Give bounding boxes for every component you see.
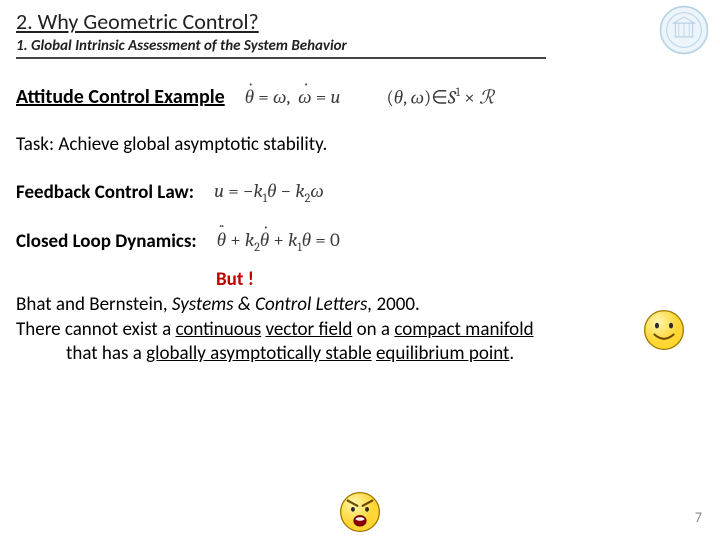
example-label: Attitude Control Example xyxy=(16,85,225,109)
closed-equation: θ + k2θ + k1θ = 0 xyxy=(217,229,340,254)
kinematics-equation: θ = ω, ω = u xyxy=(245,86,341,109)
task-text: Task: Achieve global asymptotic stabilit… xyxy=(16,133,327,156)
theorem-u: continuous xyxy=(175,318,261,341)
citation-journal: Systems & Control Letters, xyxy=(172,293,377,316)
example-row: Attitude Control Example θ = ω, ω = u (θ… xyxy=(16,85,704,109)
theorem-u: compact manifold xyxy=(394,318,533,341)
theorem-u: globally asymptotically stable xyxy=(146,342,372,365)
law-equation: u = −k1θ − k2ω xyxy=(214,180,324,205)
citation-year: 2000. xyxy=(377,293,420,316)
title-underline xyxy=(16,57,546,59)
slide-title: 2. Why Geometric Control? xyxy=(16,8,704,35)
page-number: 7 xyxy=(695,509,702,526)
theorem-part: on a xyxy=(352,318,394,341)
law-label: Feedback Control Law: xyxy=(16,181,194,204)
citation: Bhat and Bernstein, Systems & Control Le… xyxy=(16,293,704,316)
closed-row: Closed Loop Dynamics: θ + k2θ + k1θ = 0 xyxy=(16,229,704,254)
theorem-u: vector field xyxy=(265,318,352,341)
citation-authors: Bhat and Bernstein, xyxy=(16,293,172,316)
slide-subtitle: 1. Global Intrinsic Assessment of the Sy… xyxy=(16,37,704,55)
smiley-face-icon xyxy=(642,308,686,352)
angry-face-icon xyxy=(338,490,382,534)
domain-equation: (θ, ω)∈S1 × ℛ xyxy=(387,85,495,109)
law-row: Feedback Control Law: u = −k1θ − k2ω xyxy=(16,180,704,205)
theorem-part: . xyxy=(509,342,514,365)
theorem-part: There cannot exist a xyxy=(16,318,175,341)
but-text: But ! xyxy=(216,268,704,291)
title-block: 2. Why Geometric Control? 1. Global Intr… xyxy=(16,8,704,59)
theorem-text: There cannot exist a continuous vector f… xyxy=(16,318,704,366)
slide: 2. Why Geometric Control? 1. Global Intr… xyxy=(0,0,720,540)
closed-label: Closed Loop Dynamics: xyxy=(16,230,197,253)
theorem-part: that has a xyxy=(66,342,146,365)
theorem-u: equilibrium point xyxy=(376,342,509,365)
task-row: Task: Achieve global asymptotic stabilit… xyxy=(16,133,704,156)
